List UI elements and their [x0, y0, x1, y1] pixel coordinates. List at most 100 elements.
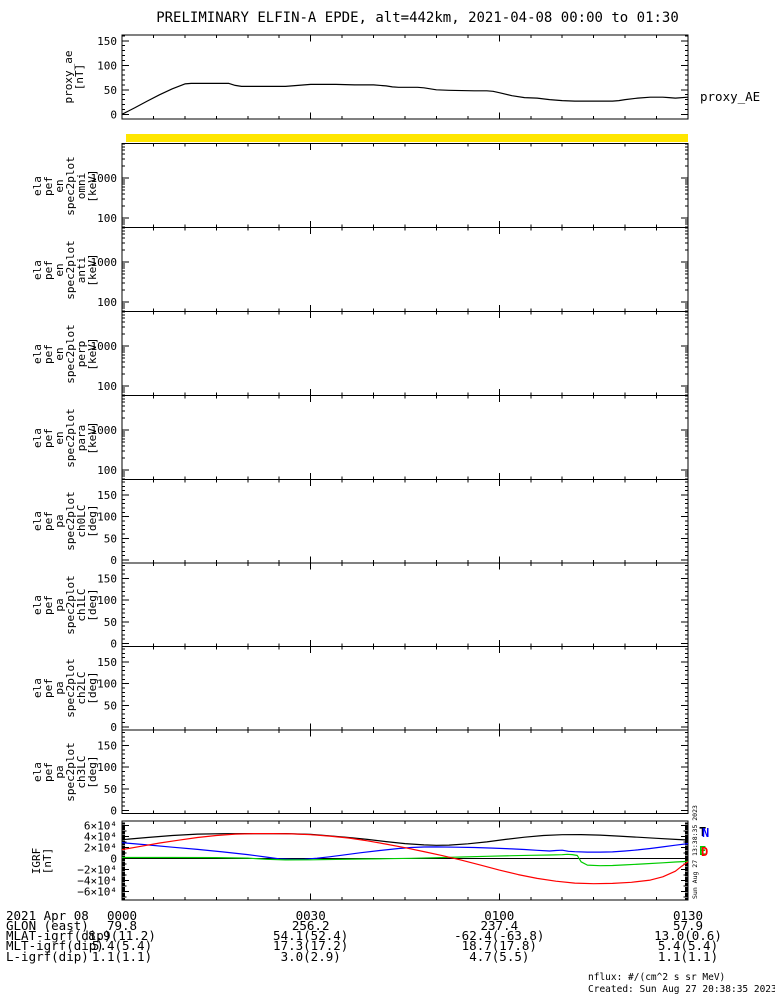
panel-ch2: 0 50 100 150	[97, 646, 689, 734]
igrf-ytick-label: 0	[110, 853, 117, 866]
igrf-legend-letter-E: E	[699, 844, 707, 858]
annotation-value: 3.0(2.9)	[280, 948, 341, 964]
annotation-row-label: GLON (east)	[6, 917, 89, 933]
ch2-ytick-label: 100	[97, 678, 117, 691]
annotation-value: 1.1(1.1)	[657, 948, 719, 964]
igrf-ytick-label: 6×10⁴	[84, 819, 117, 832]
igrf-axis-label: IGRF [nT]	[30, 847, 54, 874]
proxy-ytick-label: 50	[104, 84, 117, 97]
annotation-value: 18.7(17.8)	[461, 938, 537, 954]
ch3-axis-label: ela pef pa spec2plot ch3LC [deg]	[31, 741, 99, 802]
perp-frame	[121, 311, 689, 396]
ch1-ytick-label: 150	[97, 573, 117, 586]
igrf-frame	[121, 820, 689, 901]
omni-ytick-label: 1000	[91, 172, 118, 185]
annotation-value: 79.8	[106, 917, 138, 933]
ch0-ytick-label: 50	[104, 532, 117, 545]
annotation-value: 17.3(17.2)	[273, 938, 349, 954]
panel-anti: 1000 100	[91, 227, 689, 312]
igrf-ytick-label: 4×10⁴	[84, 830, 117, 843]
anti-frame	[121, 227, 689, 312]
annotation-value: 0100	[484, 907, 515, 923]
panel-ch1: 0 50 100 150	[97, 562, 689, 651]
ch2-ytick-label: 0	[110, 721, 117, 734]
omni-ytick-label: 100	[97, 212, 117, 225]
side-timestamp: Sun Aug 27 13:38:35 2023	[691, 805, 699, 899]
para-ytick-label: 1000	[91, 424, 118, 437]
ch1-axis-label: ela pef pa spec2plot ch1LC [deg]	[31, 574, 99, 635]
omni-frame	[121, 143, 689, 228]
ch0-ytick-label: 100	[97, 511, 117, 524]
ch2-ytick-label: 150	[97, 656, 117, 669]
annotation-value: 1.1(1.1)	[91, 948, 153, 964]
ch2-ytick-label: 50	[104, 699, 117, 712]
para-ytick-label: 100	[97, 464, 117, 477]
panel-para: 1000 100	[91, 395, 689, 480]
annotation-value: 5.4(5.4)	[657, 938, 719, 954]
annotation-row-label: L-igrf(dip)	[6, 948, 89, 964]
anti-ytick-label: 100	[97, 296, 117, 309]
series-T	[121, 832, 689, 846]
anti-axis-label: ela pef en spec2plot anti [keV]	[31, 239, 99, 300]
para-frame	[121, 395, 689, 480]
nflux-units-label: nflux: #/(cm^2 s sr MeV)	[588, 972, 726, 983]
proxy-ae-right-label: proxy_AE	[700, 89, 761, 104]
ch3-ytick-label: 50	[104, 783, 117, 796]
panel-omni: 1000 100	[91, 143, 689, 228]
proxy-ytick-label: 0	[110, 108, 117, 121]
perp-ytick-label: 100	[97, 380, 117, 393]
igrf-ytick-label: −6×10⁴	[77, 886, 117, 899]
ch1-ytick-label: 100	[97, 594, 117, 607]
series-E	[122, 853, 689, 867]
igrf-legend-letter-N: N	[702, 826, 710, 840]
series-N	[121, 842, 689, 860]
annotation-value: 5.4(5.4)	[91, 938, 153, 954]
ch3-frame	[121, 729, 689, 814]
para-axis-label: ela pef en spec2plot para [keV]	[31, 407, 99, 468]
igrf-ytick-label: 2×10⁴	[84, 841, 117, 854]
proxy-axis-label: proxy_ae [nT]	[62, 50, 86, 104]
annotation-value: 0000	[106, 907, 138, 923]
plot-title: PRELIMINARY ELFIN-A EPDE, alt=442km, 202…	[156, 10, 679, 26]
ch1-ytick-label: 0	[110, 638, 117, 651]
status-color-bar	[126, 134, 688, 142]
ch2-frame	[121, 646, 689, 731]
ch1-ytick-label: 50	[104, 616, 117, 629]
proxy-ytick-label: 150	[97, 35, 117, 48]
panel-proxy: 0 50 100 150	[97, 34, 689, 121]
annotation-value: 8.9(11.2)	[88, 928, 156, 944]
ch3-ytick-label: 150	[97, 740, 117, 753]
annotation-value: 256.2	[291, 917, 330, 933]
anti-ytick-label: 1000	[91, 256, 118, 269]
ch0-ytick-label: 150	[97, 489, 117, 502]
annotation-value: 13.0(0.6)	[654, 928, 722, 944]
panel-perp: 1000 100	[91, 311, 689, 396]
ch3-ytick-label: 0	[110, 805, 117, 818]
proxy-frame	[121, 34, 689, 120]
series-D	[121, 832, 689, 885]
igrf-legend-letter-T: T	[699, 825, 707, 839]
panel-bar	[126, 134, 688, 142]
proxy-ytick-label: 100	[97, 59, 117, 72]
igrf-legend-letter-D: D	[701, 845, 709, 859]
annotation-value: -62.4(-63.8)	[454, 928, 545, 944]
omni-axis-label: ela pef en spec2plot omni [keV]	[31, 155, 99, 216]
ch0-axis-label: ela pef pa spec2plot ch0LC [deg]	[31, 491, 99, 552]
created-timestamp: Created: Sun Aug 27 20:38:35 2023	[588, 984, 775, 995]
annotation-row-label: MLT-igrf(dip)	[6, 938, 104, 954]
igrf-ytick-label: −4×10⁴	[77, 875, 117, 888]
ch0-ytick-label: 0	[110, 554, 117, 567]
panel-ch3: 0 50 100 150	[97, 729, 689, 818]
panel-ch0: 0 50 100 150	[97, 479, 689, 567]
igrf-ytick-label: −2×10⁴	[77, 864, 117, 877]
ch1-frame	[121, 562, 689, 647]
annotation-value: 57.9	[672, 917, 704, 933]
annotation-value: 4.7(5.5)	[469, 948, 530, 964]
ch0-frame	[121, 479, 689, 564]
annotation-value: 0030	[295, 907, 326, 923]
annotation-row-label: 2021 Apr 08	[6, 907, 89, 923]
series-proxy_AE	[121, 82, 689, 115]
annotation-value: 54.1(52.4)	[273, 928, 349, 944]
